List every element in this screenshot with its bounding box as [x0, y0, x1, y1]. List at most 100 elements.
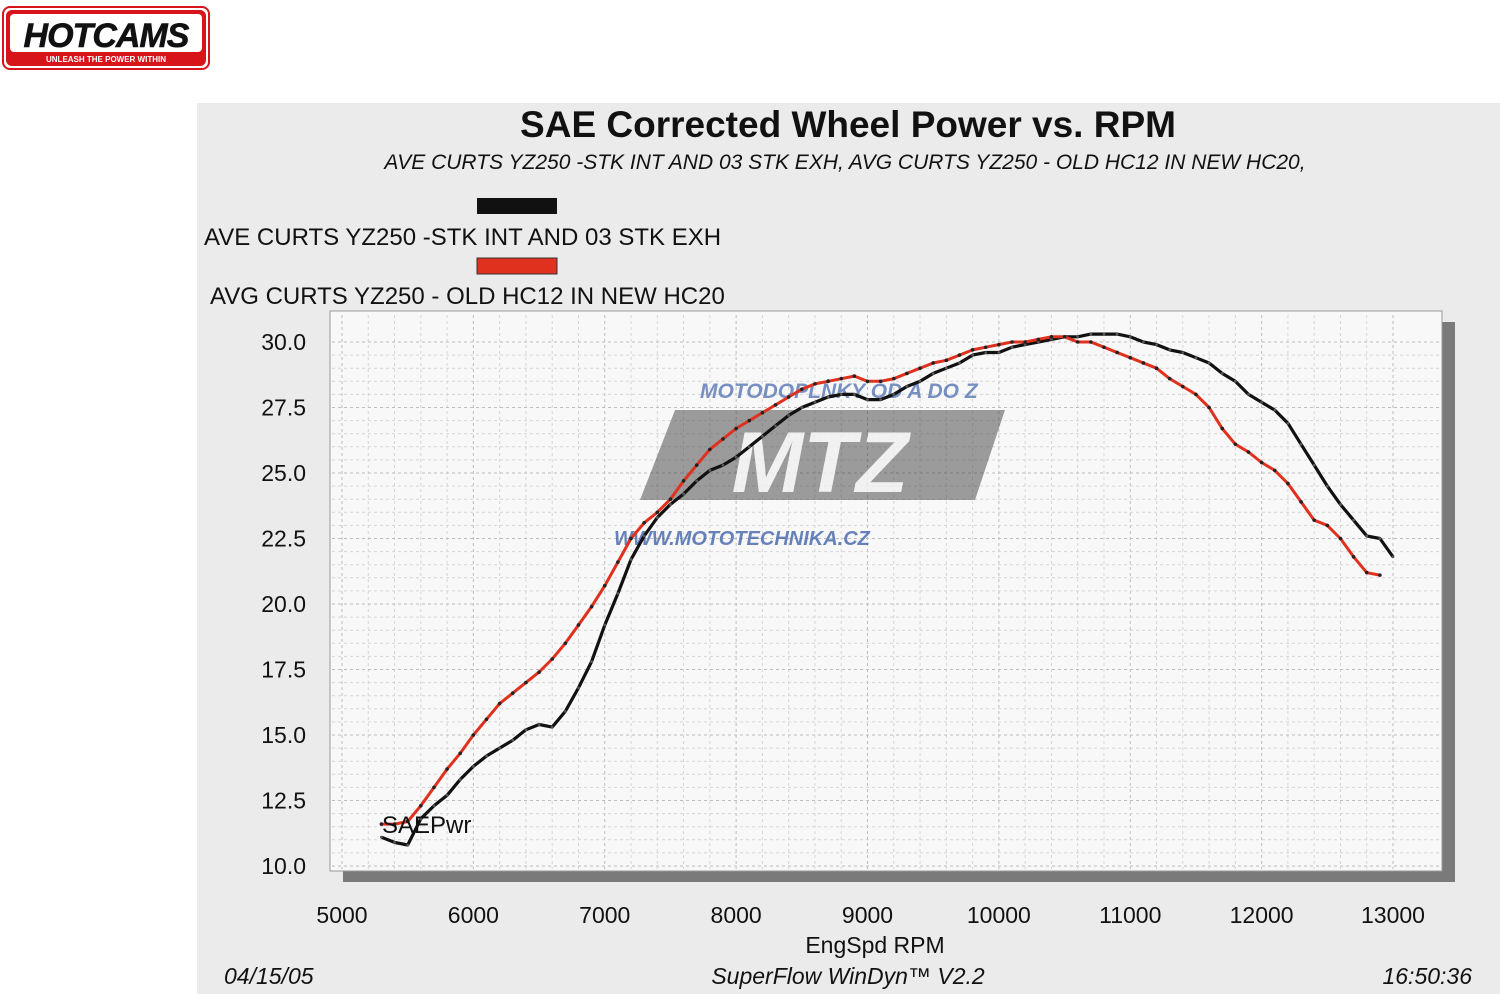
- series-2-point: [865, 379, 870, 384]
- series-1-point: [1325, 484, 1329, 488]
- series-2-point: [537, 670, 541, 674]
- series-2-point: [1233, 442, 1238, 446]
- series-2-point: [983, 345, 988, 350]
- grid: [332, 315, 1440, 869]
- series-1-point: [498, 746, 502, 750]
- brand-name: HOTCAMS: [24, 17, 190, 55]
- series-1-point: [524, 728, 528, 732]
- series-1-point: [1273, 408, 1277, 412]
- y-tick-label: 25.0: [261, 460, 306, 486]
- series-2-point: [642, 520, 646, 525]
- watermark-top-text: MOTODOPLŇKY OD A DO Z: [700, 379, 979, 403]
- x-tick-label: 11000: [1099, 902, 1161, 928]
- y-tick-label: 20.0: [261, 591, 306, 617]
- series-1-point: [1168, 348, 1172, 352]
- hotcams-logo: HOTCAMS UNLEASH THE POWER WITHIN: [2, 6, 210, 70]
- series-1-point: [1181, 351, 1185, 354]
- footer-software: SuperFlow WinDyn™ V2.2: [711, 963, 985, 989]
- series-1-point: [695, 479, 699, 483]
- series-1-point: [577, 686, 580, 690]
- series-1-point: [511, 738, 515, 742]
- series-2-point: [602, 583, 607, 588]
- series-2-point: [655, 510, 660, 515]
- series-2-point: [708, 447, 712, 452]
- series-1-point: [458, 778, 462, 781]
- series-1-point: [918, 379, 922, 383]
- series-2-point: [944, 358, 949, 363]
- series-1-point: [655, 516, 659, 519]
- series-1-point: [419, 817, 423, 821]
- series-1-point: [432, 804, 436, 808]
- series-2-point: [1075, 340, 1080, 344]
- series-2-point: [392, 822, 397, 826]
- footer-time: 16:50:36: [1382, 963, 1472, 989]
- series-label: SAEPwr: [382, 812, 471, 839]
- series-2-point: [1036, 337, 1041, 342]
- series-1-point: [1076, 335, 1080, 339]
- series-2-point: [1181, 384, 1185, 389]
- series-1-point: [905, 385, 909, 388]
- series-2-point: [1102, 345, 1106, 350]
- series-1-point: [879, 398, 883, 402]
- y-tick-label: 17.5: [261, 657, 306, 683]
- series-1-point: [852, 393, 856, 396]
- legend-label-series-2: AVG CURTS YZ250 - OLD HC12 IN NEW HC20: [210, 283, 725, 310]
- series-1-point: [590, 660, 594, 664]
- series-2-point: [1364, 570, 1369, 575]
- legend-swatch-series-2: [476, 257, 558, 275]
- series-1-point: [800, 406, 804, 409]
- series-2-point: [576, 623, 581, 627]
- watermark-logo-text: MTZ: [732, 415, 912, 511]
- series-2-point: [405, 819, 410, 824]
- series-1-point: [1312, 463, 1316, 467]
- series-1-point: [1391, 555, 1395, 559]
- series-1-point: [708, 468, 712, 472]
- series-2-point: [510, 691, 515, 695]
- series-1-point: [682, 492, 685, 496]
- series-1-point: [642, 534, 646, 538]
- series-1-point: [1141, 340, 1145, 344]
- series-2-point: [484, 717, 489, 722]
- y-tick-labels: 10.0 12.5 15.0 17.5 20.0 22.5 25.0 27.5 30.0: [261, 329, 306, 879]
- series-1-point: [445, 793, 449, 797]
- mtz-watermark: MOTODOPLŇKY OD A DO Z MTZ WWW.MOTOTECHNI…: [614, 379, 1005, 550]
- legend-label-series-1: AVE CURTS YZ250 -STK INT AND 03 STK EXH: [204, 224, 721, 251]
- series-1-point: [826, 395, 830, 399]
- series-2-point: [1325, 523, 1330, 528]
- series-2-point: [1312, 518, 1316, 522]
- series-2-point: [800, 387, 804, 391]
- watermark-url: WWW.MOTOTECHNIKA.CZ: [614, 528, 871, 550]
- series-1-point: [1010, 345, 1014, 349]
- series-1-point: [669, 503, 672, 506]
- series-2-point: [1010, 340, 1014, 344]
- series-2-point: [839, 376, 844, 381]
- series-1-point: [1207, 361, 1211, 365]
- series-2-point: [734, 426, 738, 431]
- series-2-point: [1194, 392, 1198, 397]
- y-tick-label: 12.5: [261, 788, 306, 814]
- x-tick-label: 8000: [711, 902, 762, 928]
- series-2-point: [616, 560, 620, 564]
- series-1-point: [1220, 372, 1224, 375]
- series-2-point: [445, 767, 449, 771]
- series-2-point: [1299, 500, 1303, 504]
- series-1-point: [1023, 343, 1027, 347]
- series-2-point: [1089, 340, 1093, 344]
- x-tick-label: 10000: [967, 902, 1031, 928]
- chart-title: SAE Corrected Wheel Power vs. RPM: [520, 104, 1176, 145]
- series-1-point: [616, 592, 620, 595]
- series-1-point: [603, 623, 607, 627]
- series-2-point: [1286, 481, 1290, 486]
- series-2-point: [970, 348, 975, 352]
- series-2-point: [1246, 450, 1251, 454]
- x-tick-label: 12000: [1230, 902, 1294, 928]
- series-1-point: [747, 445, 751, 449]
- series-2-point: [878, 379, 883, 384]
- y-tick-label: 30.0: [261, 329, 306, 355]
- y-tick-label: 22.5: [261, 526, 306, 552]
- series-2-point: [471, 733, 476, 737]
- series-1-point: [958, 361, 961, 365]
- series-1-point: [393, 841, 396, 844]
- series-2-point: [957, 353, 962, 357]
- series-2-point: [681, 479, 686, 483]
